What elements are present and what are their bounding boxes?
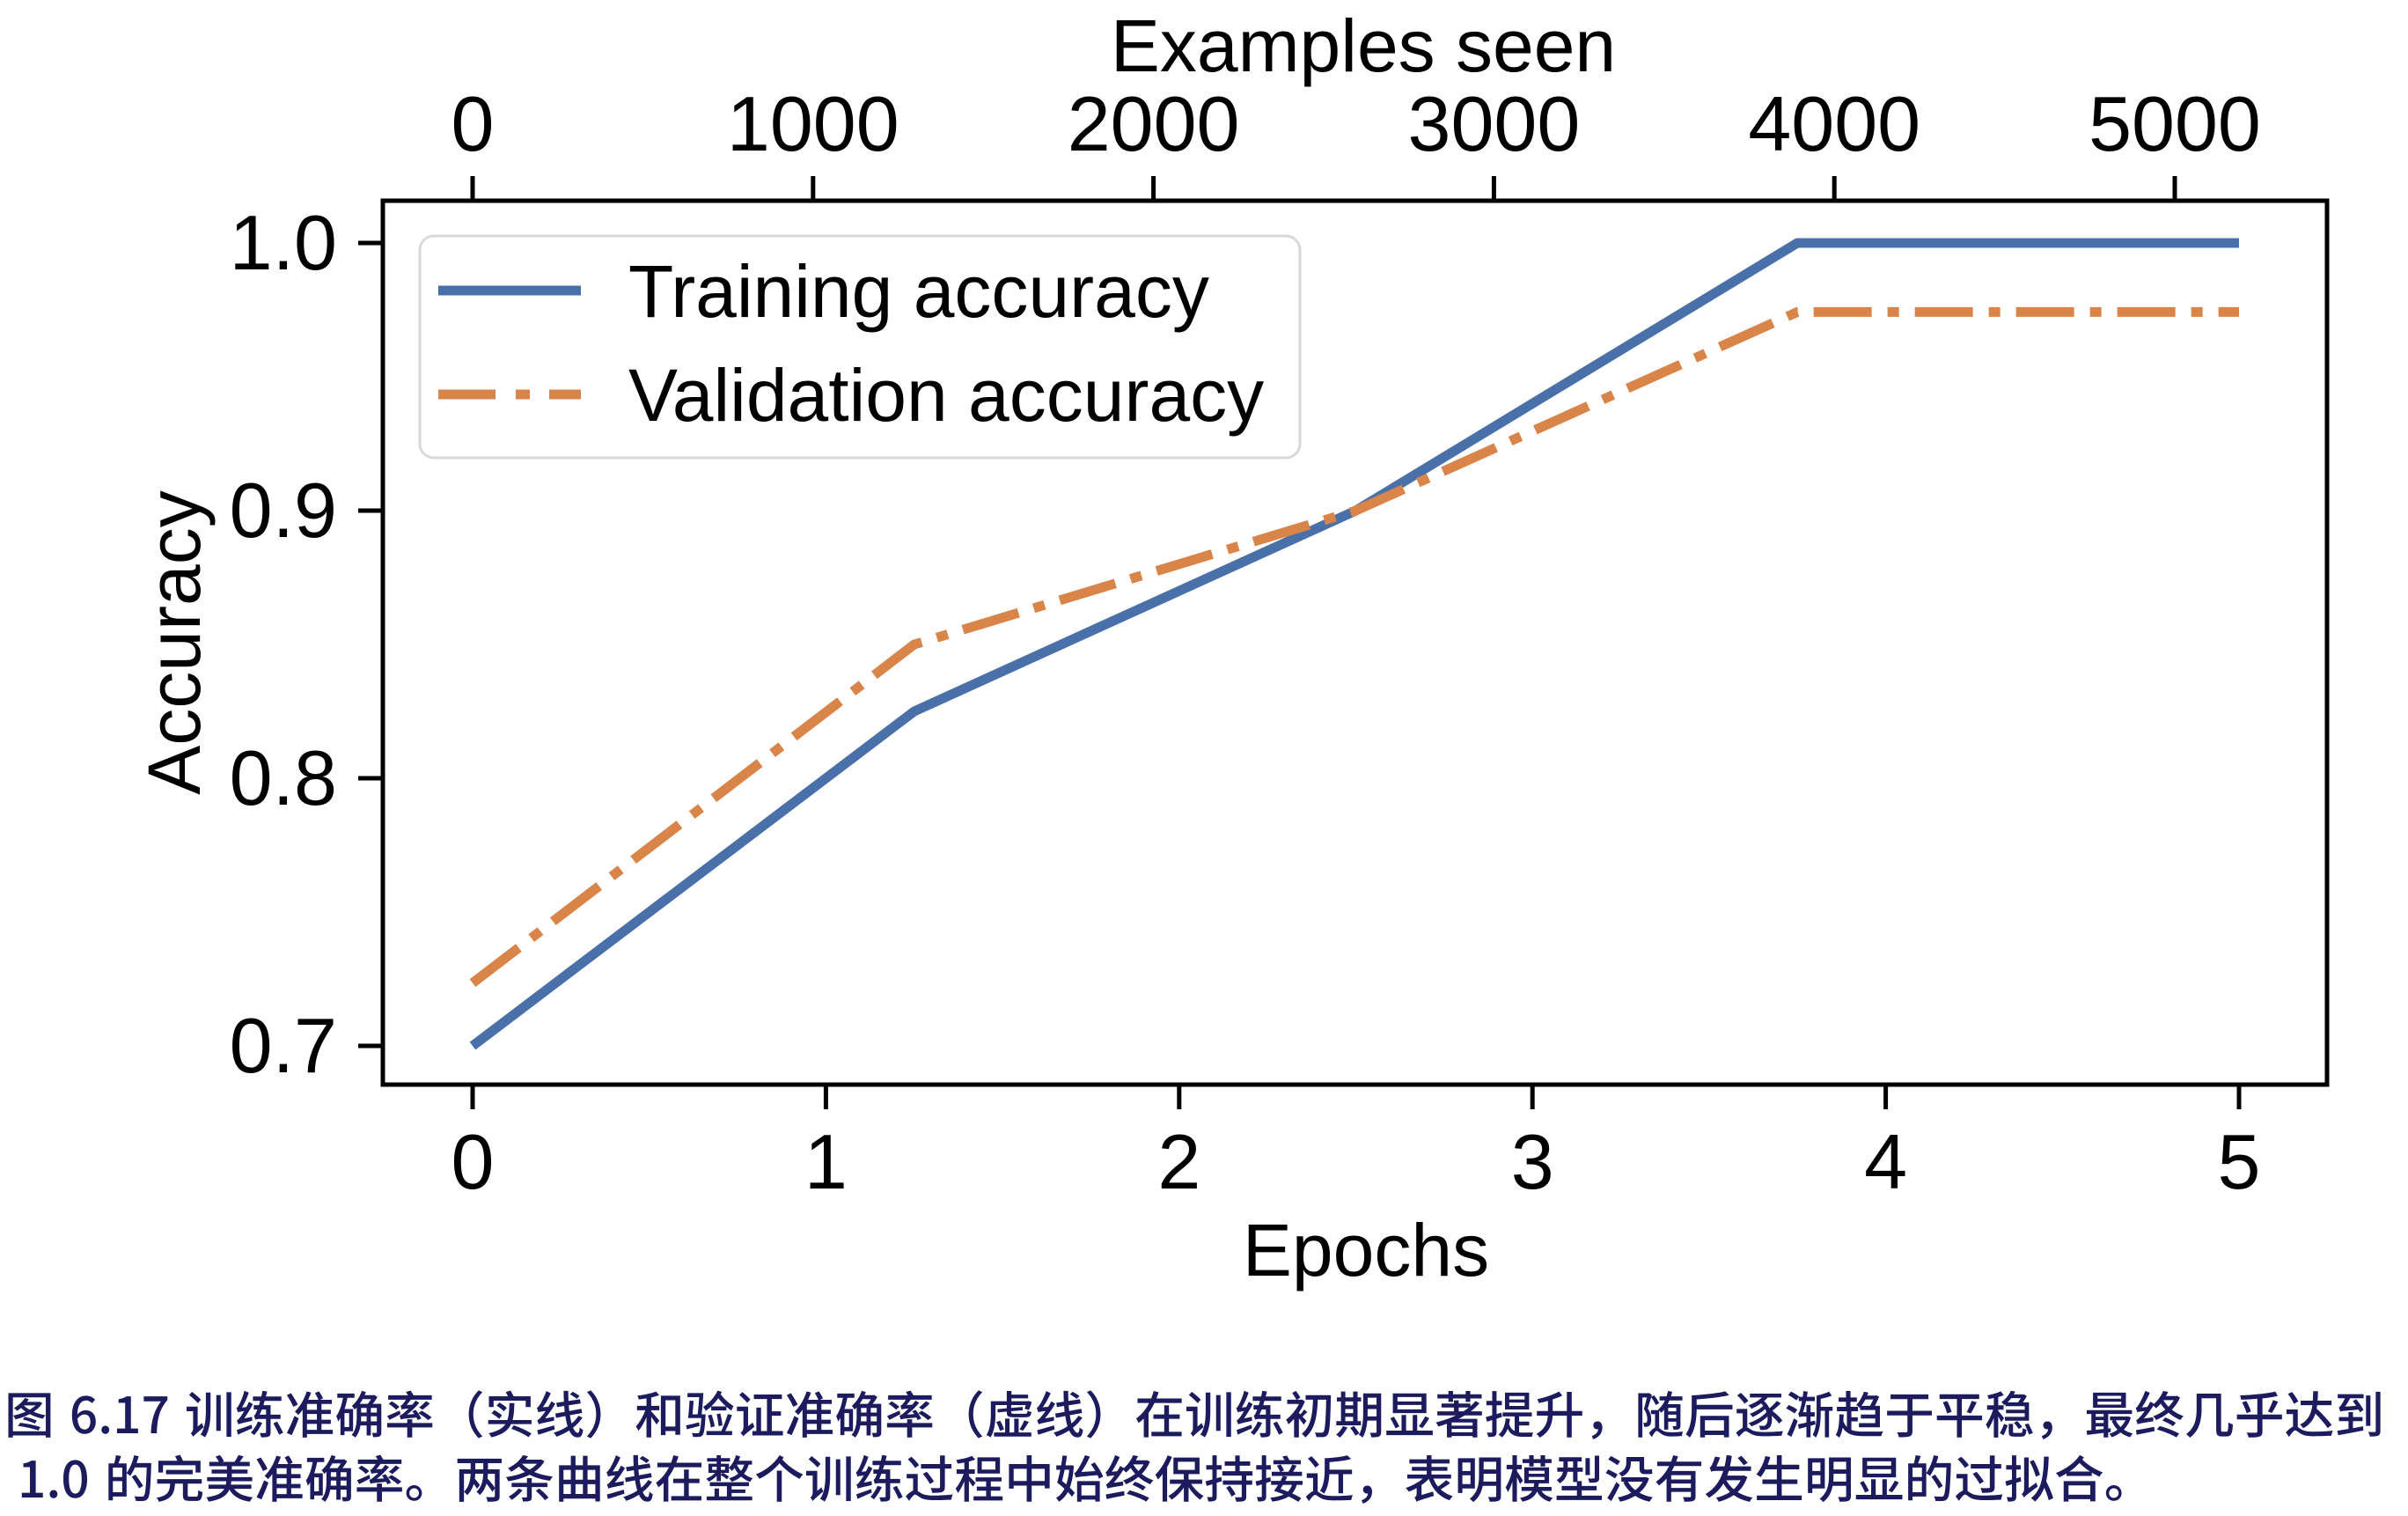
svg-text:5: 5	[2218, 1118, 2261, 1205]
svg-text:0.9: 0.9	[230, 467, 337, 554]
svg-text:2000: 2000	[1068, 80, 1240, 167]
svg-text:0.8: 0.8	[230, 734, 337, 821]
svg-text:4: 4	[1864, 1118, 1907, 1205]
svg-text:1.0: 1.0	[230, 199, 337, 286]
svg-text:0: 0	[452, 1118, 495, 1205]
svg-text:3000: 3000	[1408, 80, 1581, 167]
svg-text:4000: 4000	[1748, 80, 1920, 167]
svg-text:1: 1	[804, 1118, 848, 1205]
svg-text:5000: 5000	[2089, 80, 2261, 167]
svg-text:Epochs: Epochs	[1243, 1209, 1489, 1292]
svg-text:3: 3	[1511, 1118, 1554, 1205]
svg-text:Accuracy: Accuracy	[133, 490, 216, 794]
svg-text:1000: 1000	[727, 80, 899, 167]
svg-text:Validation accuracy: Validation accuracy	[628, 354, 1264, 437]
svg-text:0: 0	[452, 80, 495, 167]
svg-text:Training accuracy: Training accuracy	[628, 250, 1209, 333]
svg-text:2: 2	[1157, 1118, 1200, 1205]
svg-text:Examples seen: Examples seen	[1111, 4, 1616, 87]
svg-text:0.7: 0.7	[230, 1002, 337, 1089]
